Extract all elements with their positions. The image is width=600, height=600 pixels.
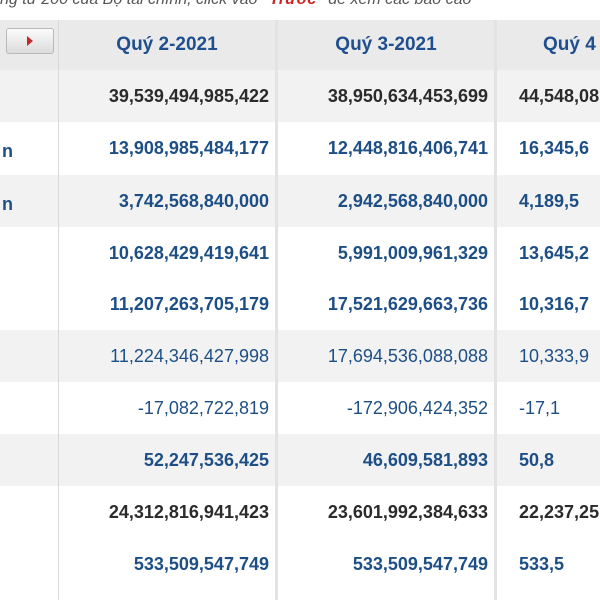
cell-value: 4,189,5: [519, 190, 580, 211]
table-row: [0, 330, 58, 382]
column-q2-2021: Quý 2-2021 39,539,494,985,422 13,908,985,…: [59, 20, 275, 600]
table-row: 13,908,985,484,177: [59, 122, 275, 174]
cell-value: 13,908,985,484,177: [108, 137, 269, 158]
cell-value: 50,8: [519, 449, 555, 470]
table-row: 17,694,536,088,088: [278, 330, 494, 382]
row-label: n: [2, 193, 13, 214]
label-column-header: [0, 20, 58, 70]
table-row: -172,906,424,352: [278, 382, 494, 434]
cell-value: 22,237,25: [519, 501, 600, 522]
table-row: 24,312,816,941,423: [59, 486, 275, 538]
table-row: 533,509,547,749: [278, 538, 494, 590]
cell-value: 39,539,494,985,422: [108, 85, 269, 106]
info-note: ng tư 200 của Bộ tài chính, click vào "T…: [0, 0, 600, 11]
table-row: 13,645,2: [497, 227, 600, 279]
cell-value: 10,628,429,419,641: [108, 242, 269, 263]
column-header[interactable]: Quý 2-2021: [59, 20, 275, 70]
table-row: -17,1: [497, 382, 600, 434]
table-row: 52,247,536,425: [59, 434, 275, 486]
cell-value: 17,694,536,088,088: [327, 345, 488, 366]
row-label: n: [2, 140, 13, 161]
info-note-tail: để xem các báo cáo: [324, 0, 471, 8]
table-row: 10,316,7: [497, 278, 600, 330]
table-row: n: [0, 122, 58, 174]
cell-value: 533,5: [519, 553, 565, 574]
table-row: 10,628,429,419,641: [59, 227, 275, 279]
column-header[interactable]: Quý 3-2021: [278, 20, 494, 70]
column-divider: [275, 20, 278, 600]
column-header[interactable]: Quý 4: [497, 20, 600, 70]
table-row: n: [0, 175, 58, 227]
column-q4: Quý 4 44,548,08 16,345,6 4,189,5 13,645,2 10…: [497, 20, 600, 600]
cell-value: -17,082,722,819: [137, 397, 269, 418]
table-row: [0, 382, 58, 434]
cell-value: 16,345,6: [519, 137, 590, 158]
cell-value: -172,906,424,352: [346, 397, 488, 418]
table-row: [0, 434, 58, 486]
next-period-button[interactable]: [6, 28, 54, 54]
table-row: [0, 486, 58, 538]
cell-value: 11,224,346,427,998: [110, 345, 269, 366]
play-arrow-icon: [27, 36, 33, 46]
cell-value: 2,942,568,840,000: [337, 190, 488, 211]
table-row: 39,539,494,985,422: [59, 70, 275, 122]
cell-value: 52,247,536,425: [143, 449, 269, 470]
column-divider: [494, 20, 497, 600]
table-row: [0, 227, 58, 279]
cell-value: -17,1: [519, 397, 561, 418]
table-row: 4,189,5: [497, 175, 600, 227]
table-row: 10,333,9: [497, 330, 600, 382]
cell-value: 24,312,816,941,423: [108, 501, 269, 522]
table-row: 533,509,547,749: [59, 538, 275, 590]
cell-value: 44,548,08: [519, 85, 600, 106]
cell-value: 12,448,816,406,741: [327, 137, 488, 158]
table-row: 533,5: [497, 538, 600, 590]
column-q3-2021: Quý 3-2021 38,950,634,453,699 12,448,816,…: [278, 20, 494, 600]
table-row: 11,224,346,427,998: [59, 330, 275, 382]
cell-value: 13,645,2: [519, 242, 590, 263]
table-row: 3,742,568,840,000: [59, 175, 275, 227]
table-row: 16,345,6: [497, 122, 600, 174]
cell-value: 23,601,992,384,633: [327, 501, 488, 522]
cell-value: 11,207,263,705,179: [109, 293, 269, 314]
table-row: 50,8: [497, 434, 600, 486]
table-row: 23,601,992,384,633: [278, 486, 494, 538]
cell-value: 10,316,7: [519, 293, 590, 314]
table-row: 5,991,009,961,329: [278, 227, 494, 279]
cell-value: 38,950,634,453,699: [327, 85, 488, 106]
table-row: -17,082,722,819: [59, 382, 275, 434]
cell-value: 5,991,009,961,329: [337, 242, 488, 263]
table-row: 2,942,568,840,000: [278, 175, 494, 227]
cell-value: 3,742,568,840,000: [118, 190, 269, 211]
cell-value: 17,521,629,663,736: [327, 293, 488, 314]
cell-value: 533,509,547,749: [133, 553, 269, 574]
table-row: 22,237,25: [497, 486, 600, 538]
cell-value: 46,609,581,893: [362, 449, 488, 470]
cell-value: 533,509,547,749: [352, 553, 488, 574]
table-row: 12,448,816,406,741: [278, 122, 494, 174]
previous-link[interactable]: "Trước": [262, 0, 324, 8]
table-row: [0, 278, 58, 330]
cell-value: 10,333,9: [519, 345, 590, 366]
table-row: 11,207,263,705,179: [59, 278, 275, 330]
table-row: [0, 70, 58, 122]
table-row: 46,609,581,893: [278, 434, 494, 486]
table-row: [0, 538, 58, 590]
table-row: 17,521,629,663,736: [278, 278, 494, 330]
info-note-text: ng tư 200 của Bộ tài chính, click vào: [0, 0, 262, 8]
table-row: 44,548,08: [497, 70, 600, 122]
table-row: 38,950,634,453,699: [278, 70, 494, 122]
